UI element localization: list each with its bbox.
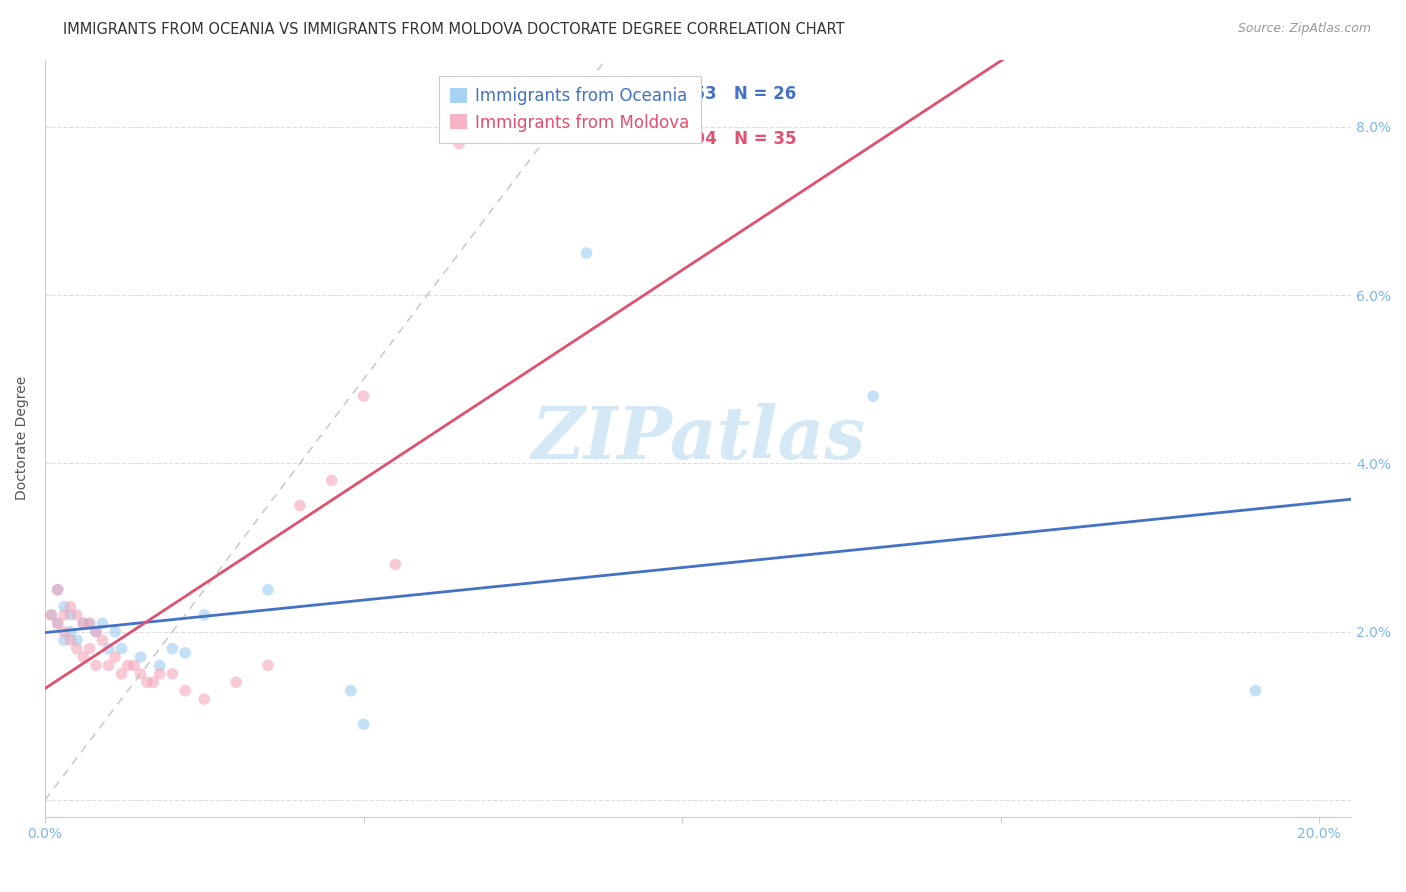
Point (110, 641, 132, 656)
Point (174, 646, 197, 660)
Point (91, 616, 114, 631)
Point (575, 246, 598, 260)
Point (72, 650, 94, 665)
Point (193, 607, 215, 622)
Point (353, 389, 375, 403)
Text: R = 0.494   N = 35: R = 0.494 N = 35 (626, 130, 797, 148)
Point (53, 599, 76, 614)
Point (79, 616, 101, 631)
Point (79, 616, 101, 631)
Point (59, 624, 82, 639)
Point (162, 666, 184, 681)
Point (72, 616, 94, 631)
Point (225, 675, 247, 690)
Point (142, 675, 165, 690)
Point (66, 633, 89, 648)
Point (53, 633, 76, 648)
Point (59, 599, 82, 614)
Point (59, 633, 82, 648)
Point (72, 616, 94, 631)
Point (46, 616, 69, 631)
Point (97, 658, 120, 673)
Point (449, 136, 471, 151)
Point (110, 666, 132, 681)
Point (53, 624, 76, 639)
Point (862, 389, 884, 403)
Point (353, 717, 375, 731)
Point (66, 641, 89, 656)
Y-axis label: Doctorate Degree: Doctorate Degree (15, 376, 30, 500)
Point (104, 624, 127, 639)
Point (122, 658, 145, 673)
Point (41, 607, 63, 622)
Point (1244, 683, 1267, 698)
Point (46, 616, 69, 631)
Point (257, 582, 280, 597)
Text: IMMIGRANTS FROM OCEANIA VS IMMIGRANTS FROM MOLDOVA DOCTORATE DEGREE CORRELATION : IMMIGRANTS FROM OCEANIA VS IMMIGRANTS FR… (63, 22, 845, 37)
Text: ZIPatlas: ZIPatlas (531, 403, 865, 474)
Point (46, 582, 69, 597)
Point (79, 641, 101, 656)
Point (66, 607, 89, 622)
Point (84, 624, 107, 639)
Text: Source: ZipAtlas.com: Source: ZipAtlas.com (1237, 22, 1371, 36)
Point (288, 499, 311, 513)
Point (193, 692, 215, 706)
Point (84, 624, 107, 639)
Point (46, 582, 69, 597)
Point (41, 607, 63, 622)
Point (53, 607, 76, 622)
Point (149, 666, 172, 681)
Point (129, 650, 152, 665)
Text: R = 0.053   N = 26: R = 0.053 N = 26 (626, 85, 796, 103)
Point (339, 683, 361, 698)
Point (104, 650, 127, 665)
Point (59, 607, 82, 622)
Point (84, 658, 107, 673)
Legend: Immigrants from Oceania, Immigrants from Moldova: Immigrants from Oceania, Immigrants from… (439, 76, 702, 144)
Point (321, 473, 343, 487)
Point (97, 641, 120, 656)
Point (129, 666, 152, 681)
Point (162, 641, 184, 656)
Point (91, 633, 114, 648)
Point (135, 675, 157, 690)
Point (117, 658, 139, 673)
Point (257, 658, 280, 673)
Point (149, 658, 172, 673)
Point (384, 558, 406, 572)
Point (174, 683, 197, 698)
